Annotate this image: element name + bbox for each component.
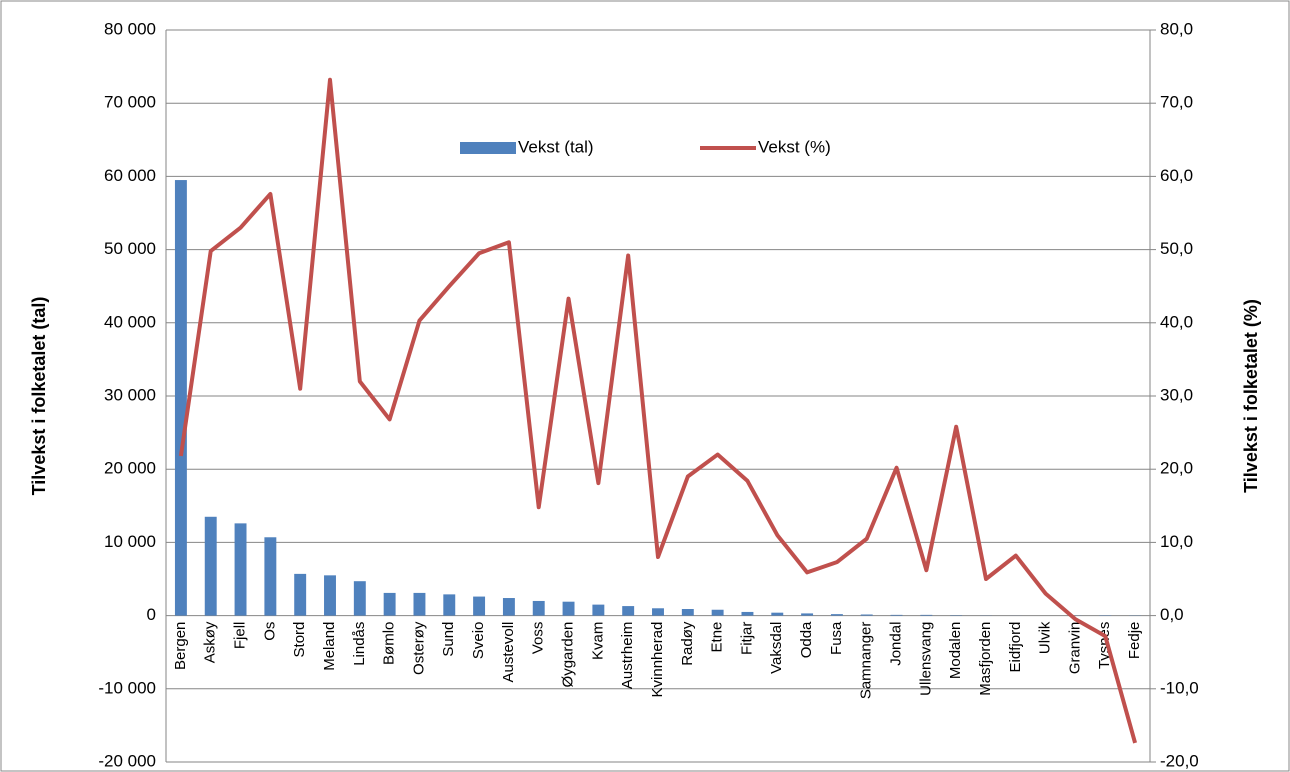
bar: [473, 596, 486, 616]
x-tick-label: Voss: [530, 622, 547, 655]
y2-tick-label: 70,0: [1160, 93, 1193, 112]
y2-tick-label: 20,0: [1160, 459, 1193, 478]
y-tick-label: 60 000: [104, 166, 156, 185]
bar: [890, 614, 903, 616]
bar: [652, 608, 664, 616]
y-tick-label: 0: [147, 605, 156, 624]
bar: [622, 606, 635, 616]
legend-label: Vekst (%): [758, 137, 831, 156]
x-tick-label: Kvam: [589, 622, 606, 660]
x-tick-label: Osterøy: [410, 621, 427, 675]
bar: [174, 180, 187, 616]
bar: [234, 523, 247, 616]
bar: [920, 614, 933, 616]
bar: [771, 612, 784, 616]
bar: [562, 601, 575, 616]
y-tick-label: 10 000: [104, 532, 156, 551]
x-tick-label: Kvinnherad: [649, 622, 666, 698]
bar: [532, 600, 545, 616]
x-tick-label: Odda: [798, 621, 815, 658]
x-tick-label: Øygarden: [560, 622, 577, 688]
bar: [860, 614, 873, 616]
x-tick-label: Ulvik: [1037, 621, 1054, 654]
bar: [294, 573, 307, 616]
y2-tick-label: -10,0: [1160, 678, 1199, 697]
y2-tick-label: 80,0: [1160, 19, 1193, 38]
bar: [383, 592, 396, 616]
x-tick-label: Radøy: [679, 621, 696, 666]
bar: [741, 611, 754, 616]
x-tick-label: Ullensvang: [917, 622, 934, 696]
bar: [592, 604, 605, 616]
x-tick-label: Fjell: [232, 622, 249, 650]
bar: [264, 537, 277, 616]
x-tick-label: Stord: [291, 622, 308, 658]
bar: [711, 609, 724, 616]
x-tick-label: Vaksdal: [768, 622, 785, 674]
x-tick-label: Austevoll: [500, 622, 517, 683]
bar: [681, 609, 694, 616]
x-tick-label: Askøy: [202, 621, 219, 663]
x-tick-label: Fitjar: [738, 622, 755, 655]
legend-label: Vekst (tal): [518, 137, 594, 156]
legend-swatch: [460, 142, 516, 154]
y2-tick-label: -20,0: [1160, 751, 1199, 770]
x-tick-label: Lindås: [351, 622, 368, 666]
bar: [204, 516, 217, 616]
bar: [324, 575, 336, 616]
y-tick-label: 30 000: [104, 385, 156, 404]
bar: [502, 598, 515, 616]
x-tick-label: Etne: [709, 622, 726, 653]
bar: [443, 594, 456, 616]
x-tick-label: Bergen: [172, 622, 189, 670]
y2-tick-label: 60,0: [1160, 166, 1193, 185]
y-tick-label: 50 000: [104, 239, 156, 258]
bar: [353, 581, 366, 616]
y2-tick-label: 50,0: [1160, 239, 1193, 258]
x-tick-label: Bømlo: [381, 622, 398, 665]
x-tick-label: Sveio: [470, 622, 487, 660]
y2-tick-label: 0,0: [1160, 605, 1184, 624]
x-tick-label: Jondal: [888, 622, 905, 666]
x-tick-label: Eidfjord: [1007, 622, 1024, 673]
x-tick-label: Fusa: [828, 621, 845, 655]
y-tick-label: 20 000: [104, 459, 156, 478]
y-axis-title: Tilvekst i folketalet (tal): [29, 297, 49, 496]
y2-tick-label: 30,0: [1160, 385, 1193, 404]
y-tick-label: 70 000: [104, 93, 156, 112]
x-tick-label: Austrheim: [619, 622, 636, 690]
bar: [413, 592, 426, 616]
x-tick-label: Sund: [440, 622, 457, 657]
x-tick-label: Samnanger: [858, 622, 875, 700]
x-tick-label: Fedje: [1126, 622, 1143, 660]
y-tick-label: 80 000: [104, 19, 156, 38]
y-tick-label: 40 000: [104, 312, 156, 331]
x-tick-label: Modalen: [947, 622, 964, 680]
x-tick-label: Meland: [321, 622, 338, 671]
x-tick-label: Granvin: [1066, 622, 1083, 675]
x-tick-label: Masfjorden: [977, 622, 994, 696]
y-tick-label: -10 000: [98, 678, 156, 697]
bar: [801, 613, 814, 616]
y2-tick-label: 10,0: [1160, 532, 1193, 551]
y2-tick-label: 40,0: [1160, 312, 1193, 331]
y2-axis-title: Tilvekst i folketalet (%): [1241, 299, 1261, 493]
line: [178, 77, 1138, 744]
bar: [830, 614, 843, 616]
x-tick-label: Os: [261, 622, 278, 641]
y-tick-label: -20 000: [98, 751, 156, 770]
